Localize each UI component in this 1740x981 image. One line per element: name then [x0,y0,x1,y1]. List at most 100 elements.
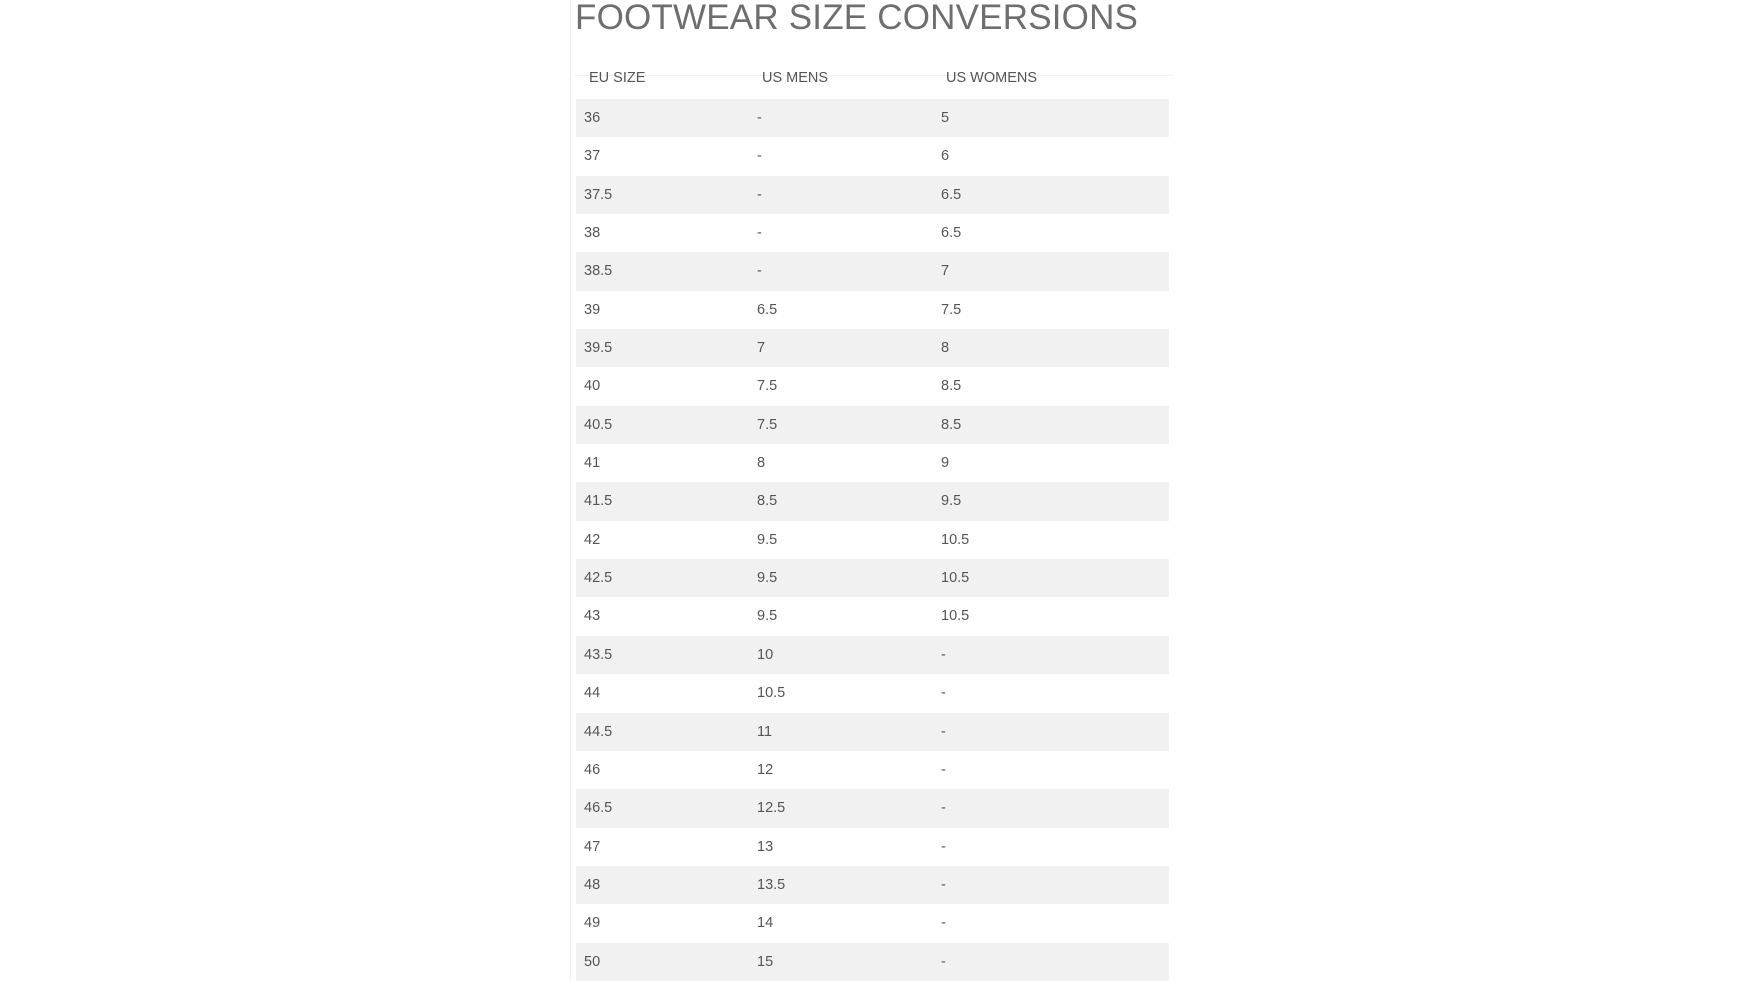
cell-us-mens: 8 [757,455,766,472]
cell-us-mens: 14 [757,915,774,932]
cell-us-womens: 7.5 [941,301,962,318]
cell-us-womens: - [941,953,946,970]
cell-us-mens: 9.5 [757,531,778,548]
table-row: 41.5 8.5 9.5 [576,482,1169,521]
table-row: 50 15 - [576,942,1169,981]
cell-us-womens: 10.5 [941,608,970,625]
cell-us-womens: - [941,838,946,855]
cell-us-mens: 11 [757,723,773,740]
table-row: 47 13 - [576,828,1169,866]
cell-eu-size: 42.5 [584,570,613,587]
cell-eu-size: 47 [584,838,601,855]
cell-us-womens: - [941,646,946,663]
cell-us-womens: - [941,915,946,932]
cell-us-mens: 12 [757,761,774,778]
cell-us-mens: 7 [757,340,766,357]
page-left-border [570,0,571,979]
cell-us-womens: 5 [941,110,950,126]
cell-eu-size: 46 [584,761,601,778]
cell-eu-size: 43 [584,608,601,625]
table-row: 36 - 5 [576,99,1169,138]
cell-us-mens: 7.5 [757,416,778,433]
cell-us-mens: 6.5 [757,301,778,318]
cell-us-mens: 10 [757,646,774,663]
table-row: 46.5 12.5 - [576,789,1169,828]
table-row: 40.5 7.5 8.5 [576,405,1169,445]
page-title: FOOTWEAR SIZE CONVERSIONS [575,0,1139,37]
cell-eu-size: 43.5 [584,646,613,663]
cell-eu-size: 39 [584,301,601,318]
cell-us-mens: 12.5 [757,800,786,817]
cell-us-mens: 8.5 [757,493,778,510]
cell-us-mens: - [757,186,762,203]
table-row: 49 14 - [576,904,1169,942]
cell-eu-size: 40.5 [584,416,613,433]
table-row: 46 12 - [576,751,1169,789]
table-row: 42 9.5 10.5 [576,521,1169,559]
cell-eu-size: 40 [584,378,601,395]
cell-eu-size: 37 [584,148,601,165]
cell-eu-size: 46.5 [584,800,613,817]
table-row: 39 6.5 7.5 [576,291,1169,329]
header-us-mens: US MENS [762,70,829,86]
table-row: 37.5 - 6.5 [576,175,1169,215]
cell-eu-size: 44 [584,685,601,702]
table-row: 43 9.5 10.5 [576,597,1169,635]
cell-us-womens: 6.5 [941,225,962,242]
header-divider [574,75,1174,76]
cell-us-mens: 13.5 [757,876,786,893]
table-header: EU SIZE US MENS US WOMENS [0,70,1740,88]
table-row: 38.5 - 7 [576,252,1169,291]
table-row: 37 - 6 [576,137,1169,175]
header-us-womens: US WOMENS [946,70,1038,86]
cell-us-womens: 6.5 [941,186,962,203]
cell-us-mens: - [757,110,762,126]
cell-eu-size: 37.5 [584,186,613,203]
cell-us-mens: 15 [757,953,774,970]
cell-us-mens: 9.5 [757,570,778,587]
cell-us-mens: - [757,148,762,165]
cell-us-womens: - [941,723,946,740]
table-row: 44 10.5 - [576,674,1169,712]
cell-eu-size: 44.5 [584,723,613,740]
cell-us-womens: - [941,761,946,778]
table-row: 39.5 7 8 [576,329,1169,368]
cell-us-womens: 6 [941,148,950,165]
table-row: 43.5 10 - [576,635,1169,675]
cell-us-womens: 10.5 [941,531,970,548]
cell-eu-size: 50 [584,953,601,970]
cell-eu-size: 38.5 [584,263,613,280]
header-eu-size: EU SIZE [589,70,646,86]
cell-eu-size: 41.5 [584,493,613,510]
table-row: 48 13.5 - [576,865,1169,905]
table-row: 38 - 6.5 [576,214,1169,252]
cell-us-mens: 13 [757,838,774,855]
cell-us-womens: 9 [941,455,950,472]
cell-us-womens: 8.5 [941,378,962,395]
cell-us-womens: - [941,800,946,817]
cell-eu-size: 48 [584,876,601,893]
cell-us-womens: 10.5 [941,570,970,587]
cell-us-womens: 9.5 [941,493,962,510]
cell-us-womens: 8 [941,340,950,357]
cell-us-mens: 9.5 [757,608,778,625]
size-table-body: 36 - 5 37 - 6 37.5 - 6.5 38 - 6.5 38.5 - 7 39 6.5 7.5 39.5… [576,99,1169,981]
cell-us-mens: - [757,263,762,280]
cell-eu-size: 39.5 [584,340,613,357]
cell-eu-size: 36 [584,110,601,126]
cell-us-mens: - [757,225,762,242]
table-row: 42.5 9.5 10.5 [576,559,1169,598]
table-row: 40 7.5 8.5 [576,367,1169,405]
cell-eu-size: 38 [584,225,601,242]
cell-us-womens: - [941,876,946,893]
cell-us-womens: 7 [941,263,950,280]
cell-us-womens: - [941,685,946,702]
cell-us-mens: 10.5 [757,685,786,702]
cell-us-mens: 7.5 [757,378,778,395]
table-row: 41 8 9 [576,444,1169,482]
cell-eu-size: 41 [584,455,601,472]
cell-eu-size: 49 [584,915,601,932]
cell-eu-size: 42 [584,531,601,548]
table-row: 44.5 11 - [576,712,1169,751]
cell-us-womens: 8.5 [941,416,962,433]
